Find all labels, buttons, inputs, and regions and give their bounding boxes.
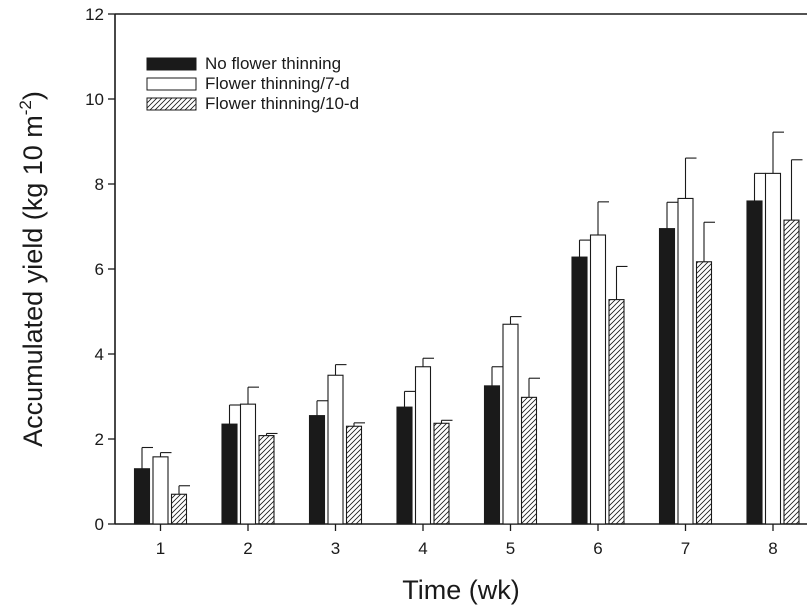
y-tick-label: 4 (95, 345, 104, 364)
bar-series-2 (502, 323, 519, 525)
bar-series-2 (677, 197, 694, 525)
bar-series-1 (658, 228, 676, 525)
bar-series-1 (308, 415, 326, 525)
legend-label-2: Flower thinning/7-d (205, 74, 350, 93)
y-axis-title-main: Accumulated yield (kg 10 m (18, 115, 48, 447)
y-tick-label: 2 (95, 430, 104, 449)
bar-series-3 (608, 299, 625, 525)
y-axis-title-superscript: -2 (16, 100, 35, 115)
y-tick-label: 10 (85, 90, 104, 109)
x-tick-label: 7 (681, 539, 690, 558)
legend-swatch-1 (146, 57, 197, 71)
y-axis-title-end: ) (18, 91, 48, 100)
bar-series-3 (170, 493, 188, 525)
bar-series-2 (589, 234, 607, 525)
bar-series-3 (520, 396, 538, 525)
y-tick-label: 6 (95, 260, 104, 279)
bar-series-1 (571, 256, 588, 525)
x-tick-label: 5 (506, 539, 515, 558)
bar-series-1 (483, 385, 501, 525)
bar-series-3 (695, 261, 713, 525)
y-tick-label: 12 (85, 5, 104, 24)
y-tick-label: 8 (95, 175, 104, 194)
bar-series-1 (133, 468, 151, 525)
bar-series-group (133, 131, 803, 525)
bar-series-3 (783, 219, 800, 525)
y-axis-title: Accumulated yield (kg 10 m-2) (16, 91, 48, 447)
bar-series-1 (396, 406, 413, 525)
bar-series-3 (258, 435, 275, 525)
y-tick-label: 0 (95, 515, 104, 534)
x-tick-label: 2 (243, 539, 252, 558)
x-axis-ticks: 1 2 3 4 5 6 7 8 (156, 524, 778, 558)
legend-swatch-3 (146, 97, 197, 111)
bar-series-2 (764, 172, 782, 525)
bar-series-3 (433, 422, 450, 525)
bar-series-2 (414, 366, 432, 525)
legend-label-1: No flower thinning (205, 54, 341, 73)
bar-series-1 (221, 423, 238, 525)
y-axis-ticks: 0 2 4 6 8 10 12 (85, 5, 115, 534)
bar-series-1 (746, 200, 763, 525)
x-tick-label: 4 (418, 539, 427, 558)
legend-swatch-2 (146, 77, 197, 91)
x-axis-title: Time (wk) (402, 575, 519, 605)
bar-series-2 (239, 403, 257, 525)
bar-series-3 (345, 425, 363, 525)
bar-series-2 (327, 374, 344, 525)
legend-label-3: Flower thinning/10-d (205, 94, 359, 113)
x-tick-label: 6 (593, 539, 602, 558)
bar-series-2 (152, 456, 169, 525)
x-tick-label: 3 (331, 539, 340, 558)
x-tick-label: 8 (768, 539, 777, 558)
x-tick-label: 1 (156, 539, 165, 558)
